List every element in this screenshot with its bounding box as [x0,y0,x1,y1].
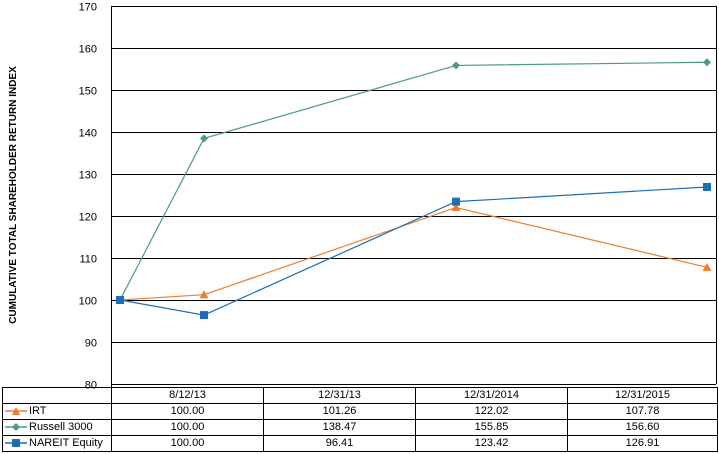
series-name: IRT [29,405,47,417]
y-tick-label: 140 [79,128,97,140]
data-point [452,61,460,70]
data-label: 96.41 [263,435,416,452]
data-label: 123.42 [415,435,568,452]
y-tick-label: 150 [79,86,97,98]
legend-entry-irt: IRT [2,403,112,420]
data-point [199,290,209,299]
y-axis-label: CUMULATIVE TOTAL SHAREHOLDER RETURN INDE… [8,66,19,324]
data-point [200,311,208,320]
table-header-row: 8/12/13 12/31/13 12/31/2014 12/31/2015 [2,387,718,404]
series-lines [115,58,712,320]
data-label: 122.02 [415,403,568,420]
y-tick-label: 110 [79,254,97,266]
data-point [703,58,711,67]
legend-entry-nareit-equity: NAREIT Equity [2,435,112,452]
y-tick-label: 160 [79,44,97,56]
series-line [119,61,708,301]
category-label: 12/31/2014 [415,387,568,404]
series-irt [115,203,712,304]
y-tick-label: 120 [79,212,97,224]
data-label: 101.26 [263,403,416,420]
data-point [452,197,460,206]
data-label: 126.91 [567,435,718,452]
y-tick-label: 170 [79,2,97,14]
data-point [116,296,124,304]
table-corner-cell [2,387,112,404]
series-name: NAREIT Equity [29,437,103,449]
series-russell-3000 [116,58,711,304]
data-label: 107.78 [567,403,718,420]
grid-lines [111,6,717,387]
series-line [119,206,708,301]
data-point [200,134,208,143]
table-row-russell-3000: Russell 3000 100.00 138.47 155.85 156.60 [2,419,718,436]
series-line [119,186,708,316]
data-point [702,262,712,271]
data-label: 156.60 [567,419,718,436]
table-row-irt: IRT 100.00 101.26 122.02 107.78 [2,403,718,420]
triangle-marker-icon [5,406,27,416]
data-label: 155.85 [415,419,568,436]
table-row-nareit-equity: NAREIT Equity 100.00 96.41 123.42 126.91 [2,435,718,452]
diamond-marker-icon [5,422,27,432]
legend-entry-russell-3000: Russell 3000 [2,419,112,436]
data-table: 8/12/13 12/31/13 12/31/2014 12/31/2015 I… [2,387,718,452]
y-tick-label: 90 [85,338,97,350]
category-label: 8/12/13 [111,387,264,404]
data-point [451,203,461,212]
series-name: Russell 3000 [29,421,93,433]
data-label: 138.47 [263,419,416,436]
category-label: 12/31/2015 [567,387,718,404]
data-label: 100.00 [111,403,264,420]
data-point [703,182,711,191]
square-marker-icon [5,438,27,448]
y-tick-label: 100 [79,296,97,308]
data-label: 100.00 [111,419,264,436]
series-nareit-equity [116,182,711,320]
data-label: 100.00 [111,435,264,452]
y-tick-label: 130 [79,170,97,182]
category-label: 12/31/13 [263,387,416,404]
